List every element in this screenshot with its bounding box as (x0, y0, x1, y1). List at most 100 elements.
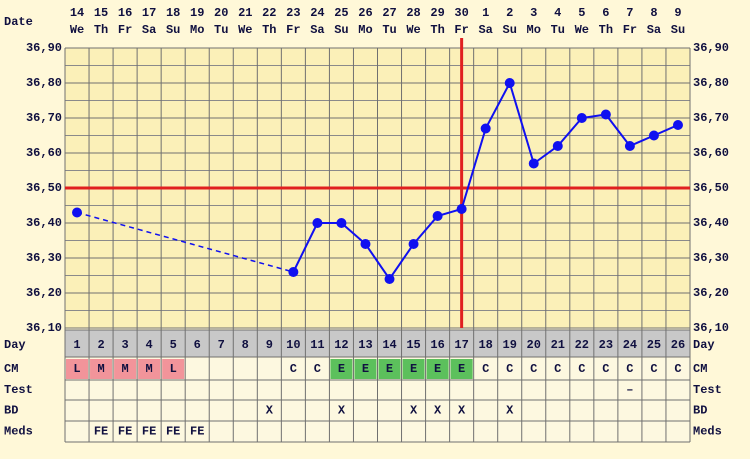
cell-text: L (73, 362, 80, 376)
y-tick-label-right: 36,90 (693, 41, 729, 55)
date-label: 30 (454, 6, 468, 20)
date-label: 15 (94, 6, 108, 20)
x-label: Date (4, 15, 33, 29)
gap-line (76, 211, 294, 273)
day-number: 7 (218, 338, 225, 352)
temperature-point (504, 78, 515, 88)
day-number: 3 (121, 338, 128, 352)
weekday-label: Sa (647, 23, 661, 37)
cell-text: FE (142, 425, 156, 439)
weekday-label: Mo (358, 23, 372, 37)
weekday-label: Fr (286, 23, 300, 37)
date-label: 17 (142, 6, 156, 20)
y-tick-label-right: 36,10 (693, 321, 729, 335)
cell-fill (354, 359, 377, 379)
y-tick-label: 36,20 (26, 286, 62, 300)
day-number: 24 (623, 338, 637, 352)
temperature-point (312, 218, 323, 228)
day-number: 4 (146, 338, 153, 352)
day-label: Day (4, 338, 26, 352)
temperature-point (336, 218, 347, 228)
day-number: 8 (242, 338, 249, 352)
date-label: 26 (358, 6, 372, 20)
day-label-right: Day (693, 338, 715, 352)
date-label: 23 (286, 6, 300, 20)
y-tick-label-right: 36,50 (693, 181, 729, 195)
day-number: 16 (430, 338, 444, 352)
date-label: 22 (262, 6, 276, 20)
temperature-point (576, 113, 587, 123)
temperature-point (648, 130, 659, 141)
weekday-label: Fr (118, 23, 132, 37)
y-tick-label: 36,50 (26, 181, 62, 195)
day-number: 19 (503, 338, 517, 352)
temperature-point (432, 211, 443, 221)
day-number: 9 (266, 338, 273, 352)
day-number: 25 (647, 338, 661, 352)
weekday-label: Th (262, 23, 276, 37)
day-number: 2 (97, 338, 104, 352)
date-label: 7 (626, 6, 633, 20)
cell-text: X (434, 404, 442, 418)
cell-text: C (626, 362, 633, 376)
cell-text: X (338, 404, 346, 418)
cell-text: C (290, 362, 297, 376)
weekday-label: Sa (310, 23, 324, 37)
date-label: 1 (482, 6, 489, 20)
weekday-label: Su (503, 23, 517, 37)
y-tick-label: 36,90 (26, 41, 62, 55)
y-tick-label-right: 36,70 (693, 111, 729, 125)
cell-fill (426, 359, 449, 379)
cell-text: FE (94, 425, 108, 439)
date-label: 6 (602, 6, 609, 20)
day-number: 23 (599, 338, 613, 352)
day-number: 6 (194, 338, 201, 352)
weekday-label: We (575, 23, 589, 37)
cell-text: C (674, 362, 681, 376)
cell-fill (114, 359, 137, 379)
cell-text: C (650, 362, 657, 376)
cell-text: C (506, 362, 513, 376)
row-label: Test (4, 383, 33, 397)
date-label: 20 (214, 6, 228, 20)
date-label: 24 (310, 6, 324, 20)
day-number: 22 (575, 338, 589, 352)
y-tick-label-right: 36,40 (693, 216, 729, 230)
temperature-point (480, 123, 491, 134)
weekday-label: Tu (551, 23, 565, 37)
temperature-point (288, 267, 299, 277)
day-number: 17 (454, 338, 468, 352)
weekday-label: Th (430, 23, 444, 37)
cell-text: X (266, 404, 274, 418)
date-label: 19 (190, 6, 204, 20)
y-tick-label: 36,70 (26, 111, 62, 125)
weekday-label: Sa (478, 23, 492, 37)
date-label: 18 (166, 6, 180, 20)
date-label: 27 (382, 6, 396, 20)
day-number: 26 (671, 338, 685, 352)
weekday-label: We (406, 23, 420, 37)
row-label-right: Test (693, 383, 722, 397)
day-number: 14 (382, 338, 396, 352)
row-label: BD (4, 404, 18, 418)
cell-fill (90, 359, 113, 379)
cell-text: E (410, 362, 417, 376)
cell-text: C (554, 362, 561, 376)
weekday-label: Mo (190, 23, 204, 37)
temperature-point (360, 239, 371, 249)
cell-text: C (530, 362, 537, 376)
day-number: 1 (73, 338, 80, 352)
date-label: 9 (674, 6, 681, 20)
y-tick-label: 36,80 (26, 76, 62, 90)
y-tick-label: 36,40 (26, 216, 62, 230)
cell-fill (138, 359, 161, 379)
weekday-label: Sa (142, 23, 156, 37)
date-label: 5 (578, 6, 585, 20)
weekday-label: We (238, 23, 252, 37)
day-number: 15 (406, 338, 420, 352)
day-number: 18 (478, 338, 492, 352)
cell-text: C (482, 362, 489, 376)
date-label: 4 (554, 6, 561, 20)
